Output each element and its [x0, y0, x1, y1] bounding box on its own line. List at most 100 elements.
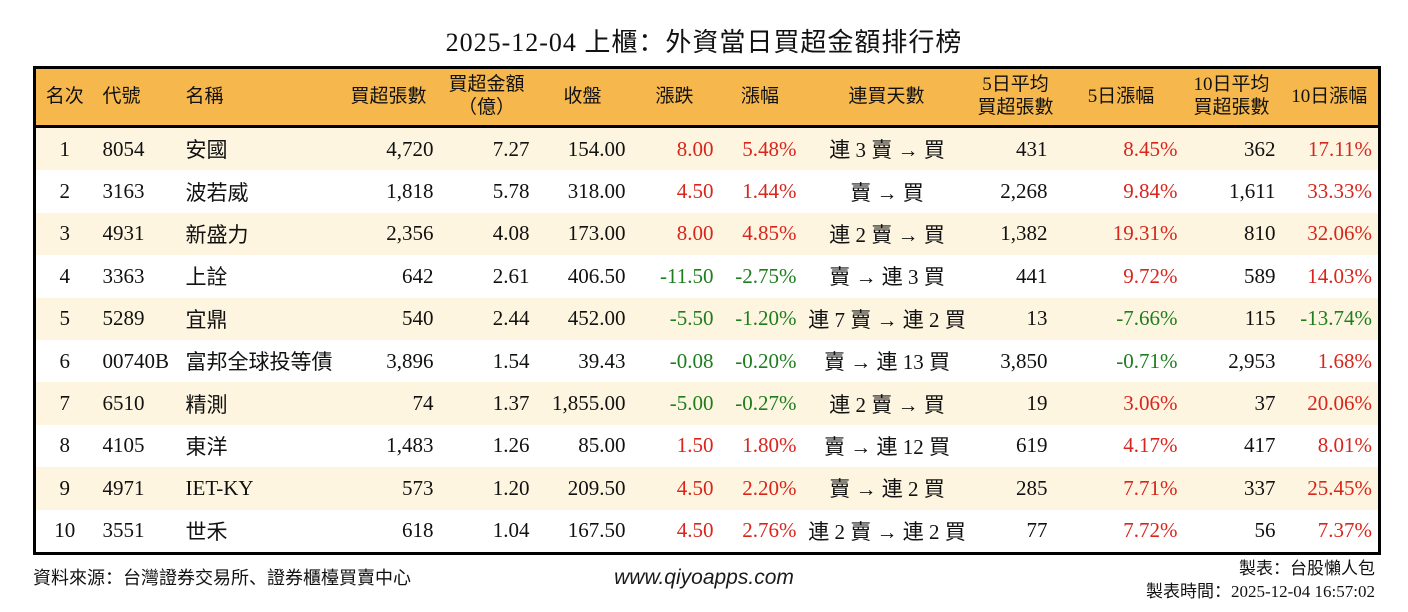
cell-rank: 3: [59, 221, 71, 246]
cell-rank: 9: [59, 475, 71, 500]
cell-close: 209.50: [567, 475, 626, 500]
cell-net-buy-amount: 1.37: [492, 391, 530, 416]
table-header-row: 名次 代號 名稱 買超張數 買超金額 （億） 收盤 漲跌 漲幅 連買天數 5日平均 買超張數 5日漲…: [34, 67, 1380, 128]
cell-change: 8.00: [676, 136, 714, 161]
cell-rank: 1: [59, 136, 71, 161]
col-header-pct-10d: 10日漲幅: [1280, 67, 1380, 128]
cell-avg5-net-buy-volume: 1,382: [1000, 221, 1048, 246]
cell-avg5-net-buy-volume: 285: [1016, 475, 1048, 500]
cell-avg5-net-buy-volume: 13: [1026, 306, 1048, 331]
cell-pct-5d: 7.71%: [1123, 475, 1178, 500]
col-header-avg10-net-buy-volume: 10日平均 買超張數: [1182, 67, 1281, 128]
cell-code: 5289: [102, 306, 145, 331]
cell-change: -11.50: [660, 263, 714, 288]
cell-avg5-net-buy-volume: 441: [1016, 263, 1048, 288]
cell-pct-10d: -13.74%: [1300, 306, 1372, 331]
cell-change-pct: -0.27%: [735, 391, 797, 416]
cell-pct-10d: 8.01%: [1317, 433, 1372, 458]
cell-change: 8.00: [676, 221, 714, 246]
cell-net-buy-volume: 642: [402, 263, 434, 288]
table-header: 名次 代號 名稱 買超張數 買超金額 （億） 收盤 漲跌 漲幅 連買天數 5日平均 買超張數 5日漲…: [34, 67, 1380, 128]
cell-change-pct: 1.44%: [742, 179, 797, 204]
table-row: 4 3363 上詮 642 2.61 406.50 -11.50 -2.75% 賣 → 連 3 …: [34, 255, 1380, 298]
cell-rank: 10: [54, 518, 76, 543]
cell-pct-5d: 3.06%: [1123, 391, 1178, 416]
cell-change-pct: -0.20%: [735, 348, 797, 373]
cell-avg10-net-buy-volume: 589: [1244, 263, 1276, 288]
cell-avg5-net-buy-volume: 77: [1026, 518, 1048, 543]
cell-change-pct: 1.80%: [742, 433, 797, 458]
cell-consecutive-days: 連 2 賣 → 連 2 買: [808, 519, 966, 544]
cell-close: 39.43: [578, 348, 626, 373]
cell-net-buy-volume: 573: [402, 475, 434, 500]
cell-net-buy-amount: 1.20: [492, 475, 530, 500]
table-row: 7 6510 精測 74 1.37 1,855.00 -5.00 -0.27% 連 2 賣 → …: [34, 382, 1380, 425]
cell-close: 154.00: [567, 136, 626, 161]
cell-rank: 5: [59, 306, 71, 331]
table-row: 1 8054 安國 4,720 7.27 154.00 8.00 5.48% 連 3 賣 → 買…: [34, 126, 1380, 171]
cell-name: 精測: [185, 392, 228, 417]
cell-net-buy-amount: 1.26: [492, 433, 530, 458]
website-url: www.qiyoapps.com: [614, 566, 794, 589]
cell-net-buy-volume: 1,483: [386, 433, 434, 458]
cell-net-buy-amount: 5.78: [492, 179, 530, 204]
cell-avg5-net-buy-volume: 19: [1026, 391, 1048, 416]
cell-rank: 8: [59, 433, 71, 458]
cell-consecutive-days: 連 2 賣 → 買: [829, 222, 945, 247]
cell-net-buy-amount: 1.04: [492, 518, 530, 543]
cell-close: 406.50: [567, 263, 626, 288]
cell-net-buy-amount: 7.27: [492, 136, 530, 161]
cell-close: 1,855.00: [552, 391, 626, 416]
cell-pct-10d: 17.11%: [1308, 136, 1372, 161]
cell-close: 173.00: [567, 221, 626, 246]
cell-consecutive-days: 連 7 賣 → 連 2 買: [808, 307, 966, 332]
cell-pct-10d: 33.33%: [1307, 179, 1372, 204]
cell-consecutive-days: 連 2 賣 → 買: [829, 392, 945, 417]
cell-change-pct: -1.20%: [735, 306, 797, 331]
cell-avg10-net-buy-volume: 417: [1244, 433, 1276, 458]
made-by-label: 製表：台股懶人包: [1239, 559, 1375, 578]
cell-pct-10d: 32.06%: [1307, 221, 1372, 246]
table-row: 9 4971 IET-KY 573 1.20 209.50 4.50 2.20% 賣 → 連 2…: [34, 467, 1380, 510]
cell-net-buy-amount: 4.08: [492, 221, 530, 246]
cell-avg10-net-buy-volume: 362: [1244, 136, 1276, 161]
table-row: 2 3163 波若威 1,818 5.78 318.00 4.50 1.44% 賣 → 買 2,2…: [34, 170, 1380, 213]
cell-avg5-net-buy-volume: 619: [1016, 433, 1048, 458]
cell-change-pct: 2.20%: [742, 475, 797, 500]
cell-avg10-net-buy-volume: 56: [1254, 518, 1276, 543]
cell-pct-10d: 20.06%: [1307, 391, 1372, 416]
cell-code: 3551: [102, 518, 145, 543]
cell-pct-5d: 19.31%: [1112, 221, 1178, 246]
cell-net-buy-amount: 1.54: [492, 348, 530, 373]
cell-name: 世禾: [185, 519, 228, 544]
cell-change-pct: -2.75%: [735, 263, 797, 288]
cell-name: IET-KY: [185, 475, 254, 500]
cell-net-buy-volume: 2,356: [386, 221, 434, 246]
cell-change: -5.50: [669, 306, 714, 331]
cell-code: 3163: [102, 179, 145, 204]
table-row: 3 4931 新盛力 2,356 4.08 173.00 8.00 4.85% 連 2 賣 → …: [34, 212, 1380, 256]
cell-net-buy-volume: 3,896: [386, 348, 434, 373]
col-header-code: 代號: [93, 67, 182, 128]
cell-avg10-net-buy-volume: 2,953: [1228, 348, 1276, 373]
cell-code: 6510: [102, 391, 145, 416]
cell-name: 安國: [185, 138, 228, 163]
cell-code: 8054: [102, 136, 145, 161]
col-header-consecutive-days: 連買天數: [801, 67, 972, 128]
cell-net-buy-volume: 540: [402, 306, 434, 331]
cell-consecutive-days: 賣 → 買: [850, 180, 924, 205]
cell-change: 4.50: [676, 179, 714, 204]
cell-pct-5d: -7.66%: [1116, 306, 1178, 331]
cell-code: 4105: [102, 433, 145, 458]
cell-change: -5.00: [669, 391, 714, 416]
cell-name: 新盛力: [185, 222, 249, 247]
cell-change-pct: 4.85%: [742, 221, 797, 246]
cell-change: 4.50: [676, 475, 714, 500]
data-source-note: 資料來源：台灣證券交易所、證券櫃檯買賣中心: [33, 568, 411, 588]
col-header-pct-5d: 5日漲幅: [1059, 67, 1183, 128]
col-header-name: 名稱: [181, 67, 339, 128]
cell-avg5-net-buy-volume: 431: [1016, 136, 1048, 161]
cell-pct-10d: 1.68%: [1317, 348, 1372, 373]
cell-change-pct: 5.48%: [742, 136, 797, 161]
col-header-close: 收盤: [534, 67, 631, 128]
